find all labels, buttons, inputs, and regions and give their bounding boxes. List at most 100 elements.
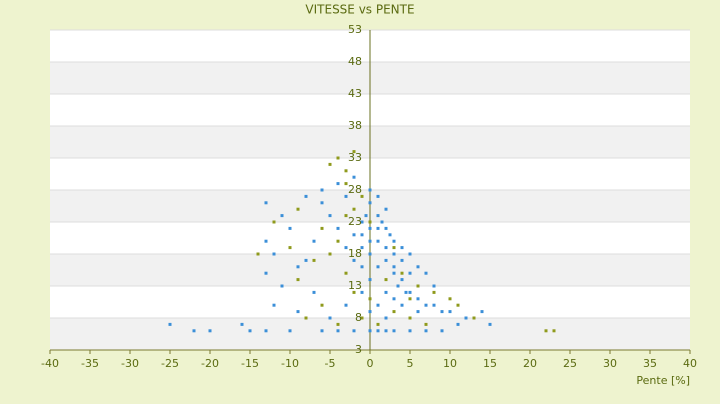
point	[368, 329, 372, 333]
point	[552, 329, 556, 333]
point	[456, 322, 460, 326]
point	[384, 316, 388, 320]
point	[400, 258, 404, 262]
point	[408, 252, 412, 256]
point	[264, 201, 268, 205]
y-tick-label: 18	[348, 247, 362, 260]
point	[320, 201, 324, 205]
point	[360, 246, 364, 250]
point	[304, 316, 308, 320]
point	[336, 182, 340, 186]
point	[336, 156, 340, 160]
x-tick-label: -20	[201, 357, 219, 370]
point	[368, 278, 372, 282]
point	[472, 316, 476, 320]
point	[248, 329, 252, 333]
point	[360, 220, 364, 224]
point	[312, 258, 316, 262]
point	[360, 233, 364, 237]
point	[256, 252, 260, 256]
x-tick-label: 30	[603, 357, 617, 370]
point	[364, 214, 368, 218]
point	[384, 278, 388, 282]
point	[440, 329, 444, 333]
point	[264, 329, 268, 333]
x-tick-label: 20	[523, 357, 537, 370]
point	[408, 329, 412, 333]
x-tick-label: 25	[563, 357, 577, 370]
point	[328, 162, 332, 166]
point	[392, 246, 396, 250]
point	[368, 220, 372, 224]
point	[376, 265, 380, 269]
point	[376, 239, 380, 243]
point	[352, 233, 356, 237]
x-tick-label: -30	[121, 357, 139, 370]
point	[328, 214, 332, 218]
y-tick-label: 38	[348, 119, 362, 132]
point	[376, 194, 380, 198]
point	[320, 303, 324, 307]
point	[432, 303, 436, 307]
point	[384, 226, 388, 230]
point	[296, 278, 300, 282]
chart-title: VITESSE vs PENTE	[305, 3, 414, 17]
point	[344, 194, 348, 198]
point	[336, 322, 340, 326]
point	[408, 297, 412, 301]
point	[360, 290, 364, 294]
point	[328, 316, 332, 320]
point	[264, 271, 268, 275]
point	[464, 316, 468, 320]
point	[296, 207, 300, 211]
x-tick-label: -25	[161, 357, 179, 370]
point	[392, 297, 396, 301]
point	[432, 284, 436, 288]
point	[368, 297, 372, 301]
point	[368, 310, 372, 314]
point	[352, 258, 356, 262]
point	[272, 252, 276, 256]
point	[400, 303, 404, 307]
x-tick-label: -40	[41, 357, 59, 370]
point	[344, 169, 348, 173]
y-tick-label: 8	[355, 311, 362, 324]
point	[392, 310, 396, 314]
point	[296, 310, 300, 314]
point	[352, 290, 356, 294]
x-tick-label: 10	[443, 357, 457, 370]
x-tick-label: 35	[643, 357, 657, 370]
point	[408, 316, 412, 320]
point	[544, 329, 548, 333]
point	[424, 329, 428, 333]
point	[368, 188, 372, 192]
point	[280, 284, 284, 288]
x-tick-label: -5	[325, 357, 336, 370]
point	[416, 284, 420, 288]
point	[384, 207, 388, 211]
point	[392, 265, 396, 269]
x-tick-label: 0	[367, 357, 374, 370]
point	[344, 271, 348, 275]
point	[344, 182, 348, 186]
point	[376, 214, 380, 218]
point	[432, 290, 436, 294]
point	[400, 271, 404, 275]
point	[360, 316, 364, 320]
point	[384, 290, 388, 294]
x-axis-title: Pente [%]	[636, 374, 690, 387]
point	[312, 239, 316, 243]
point	[448, 297, 452, 301]
point	[368, 239, 372, 243]
y-tick-label: 13	[348, 279, 362, 292]
y-tick-label: 48	[348, 55, 362, 68]
point	[344, 303, 348, 307]
point	[384, 329, 388, 333]
point	[400, 246, 404, 250]
x-tick-label: 15	[483, 357, 497, 370]
point	[192, 329, 196, 333]
point	[388, 233, 392, 237]
point	[384, 258, 388, 262]
point	[320, 226, 324, 230]
point	[304, 258, 308, 262]
